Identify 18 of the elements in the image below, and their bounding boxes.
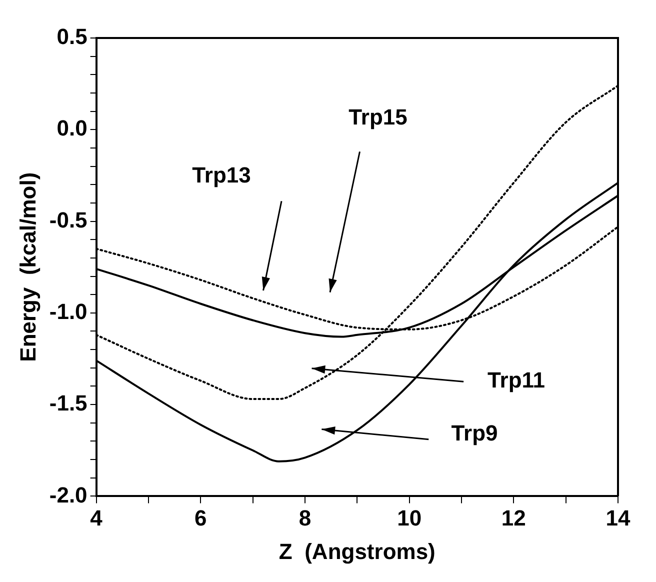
x-tick-label: 12 [501, 505, 526, 530]
x-tick-label: 4 [90, 505, 104, 530]
y-tick-label: -1.0 [49, 298, 88, 324]
x-tick-label: 6 [194, 505, 207, 530]
x-tick-label: 10 [397, 505, 422, 530]
y-tick-label: -2.0 [49, 482, 88, 508]
annotation: Trp13 [192, 162, 251, 188]
x-tick-label: 14 [606, 505, 631, 530]
annotation: Trp11 [488, 368, 546, 393]
y-tick-label: -0.5 [49, 207, 88, 232]
x-axis-title: Z (Angstroms) [278, 538, 436, 564]
annotation: Trp15 [348, 104, 408, 130]
y-tick-label: -1.5 [49, 390, 88, 416]
y-tick-label: 0.0 [56, 116, 88, 141]
y-tick-label: 0.5 [56, 24, 88, 50]
annotation: Trp9 [451, 420, 498, 446]
x-tick-label: 8 [298, 505, 312, 530]
y-axis-title: Energy (kcal/mol) [15, 172, 40, 362]
